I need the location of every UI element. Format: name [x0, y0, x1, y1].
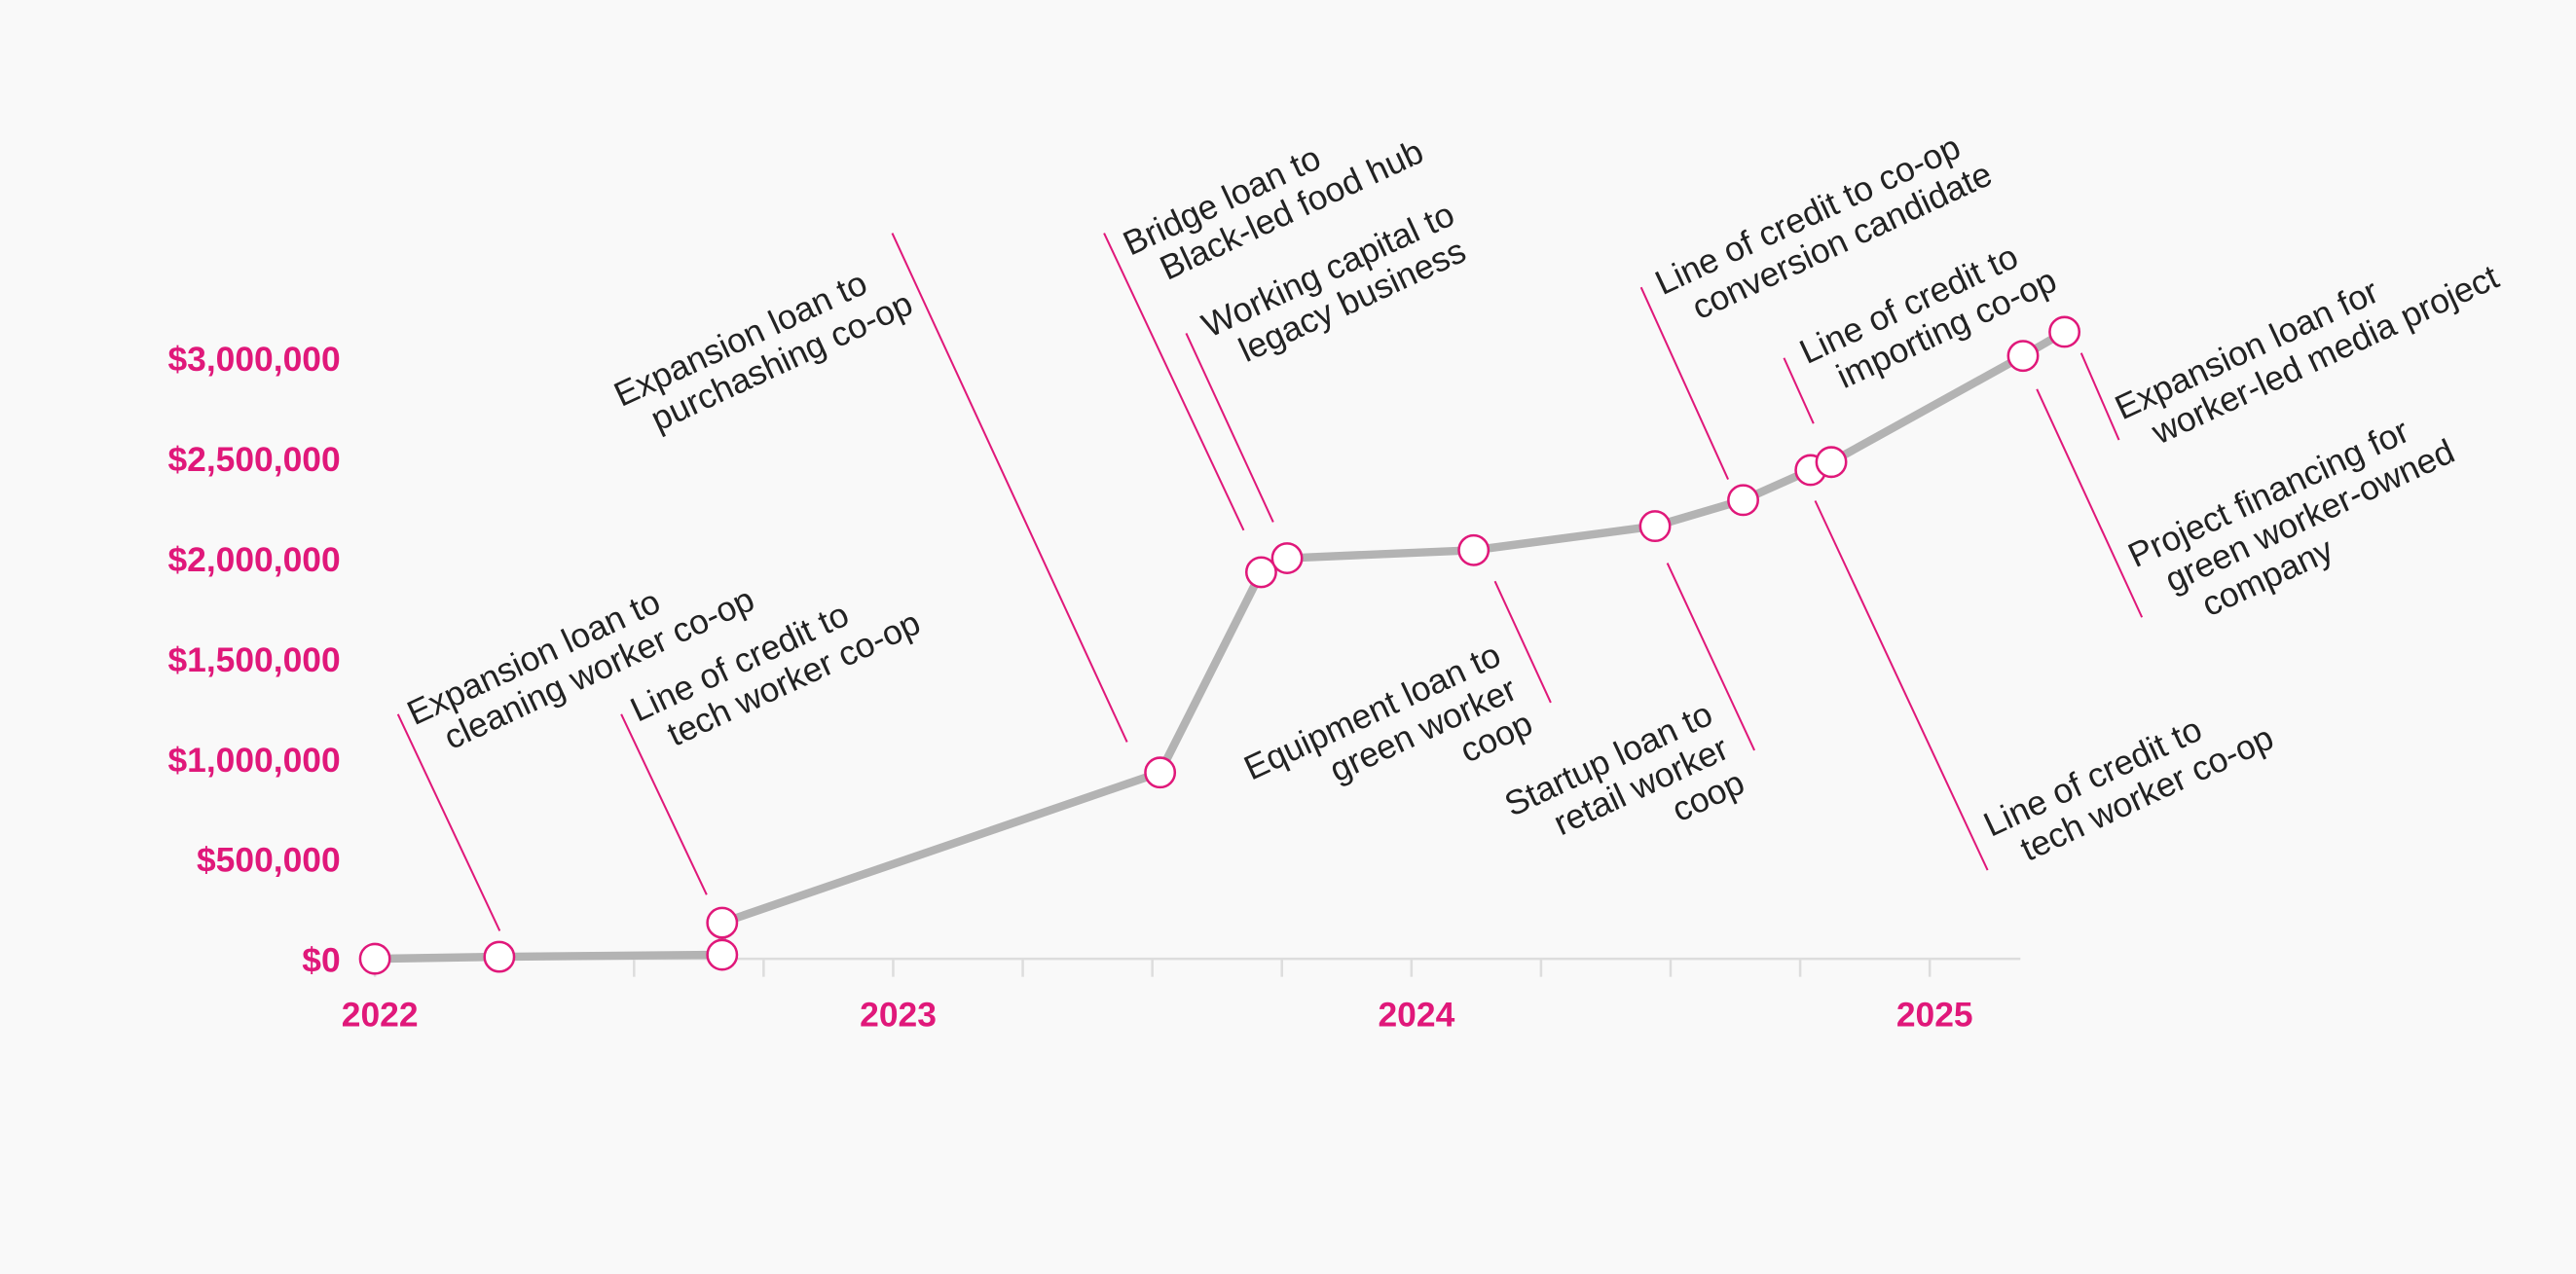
leader-line	[2079, 352, 2120, 441]
data-point	[1244, 556, 1277, 589]
y-tick-label: $0	[302, 941, 340, 980]
data-point	[2006, 340, 2040, 373]
data-point	[706, 938, 739, 971]
y-tick-label: $2,500,000	[167, 440, 340, 479]
x-tick-label: 2022	[342, 995, 419, 1034]
x-tick-label: 2025	[1896, 995, 1973, 1034]
data-point	[1270, 542, 1304, 574]
data-point	[706, 906, 739, 939]
data-point	[2048, 315, 2081, 348]
data-point	[1638, 510, 1672, 543]
x-tick-label: 2024	[1378, 995, 1454, 1034]
leader-line	[891, 233, 1128, 743]
leader-line	[1103, 233, 1245, 531]
y-tick-label: $3,000,000	[167, 340, 340, 379]
y-tick-label: $1,500,000	[167, 640, 340, 679]
data-point	[483, 940, 516, 973]
data-point	[1144, 756, 1177, 789]
y-tick-label: $500,000	[197, 841, 341, 880]
leader-line	[1666, 563, 1755, 751]
leader-line	[1493, 580, 1552, 704]
leader-line	[620, 713, 708, 895]
leader-line	[1639, 286, 1729, 480]
leader-line	[1814, 500, 1989, 871]
leader-line	[1185, 333, 1274, 523]
y-tick-label: $2,000,000	[167, 540, 340, 579]
data-point	[1727, 484, 1759, 517]
x-tick-label: 2023	[860, 995, 937, 1034]
y-tick-label: $1,000,000	[167, 741, 340, 780]
data-point	[1457, 533, 1490, 566]
data-point	[358, 942, 391, 975]
leader-line	[396, 713, 501, 931]
leader-line	[2036, 388, 2144, 618]
leader-line	[1783, 357, 1815, 424]
data-point	[1815, 446, 1848, 479]
